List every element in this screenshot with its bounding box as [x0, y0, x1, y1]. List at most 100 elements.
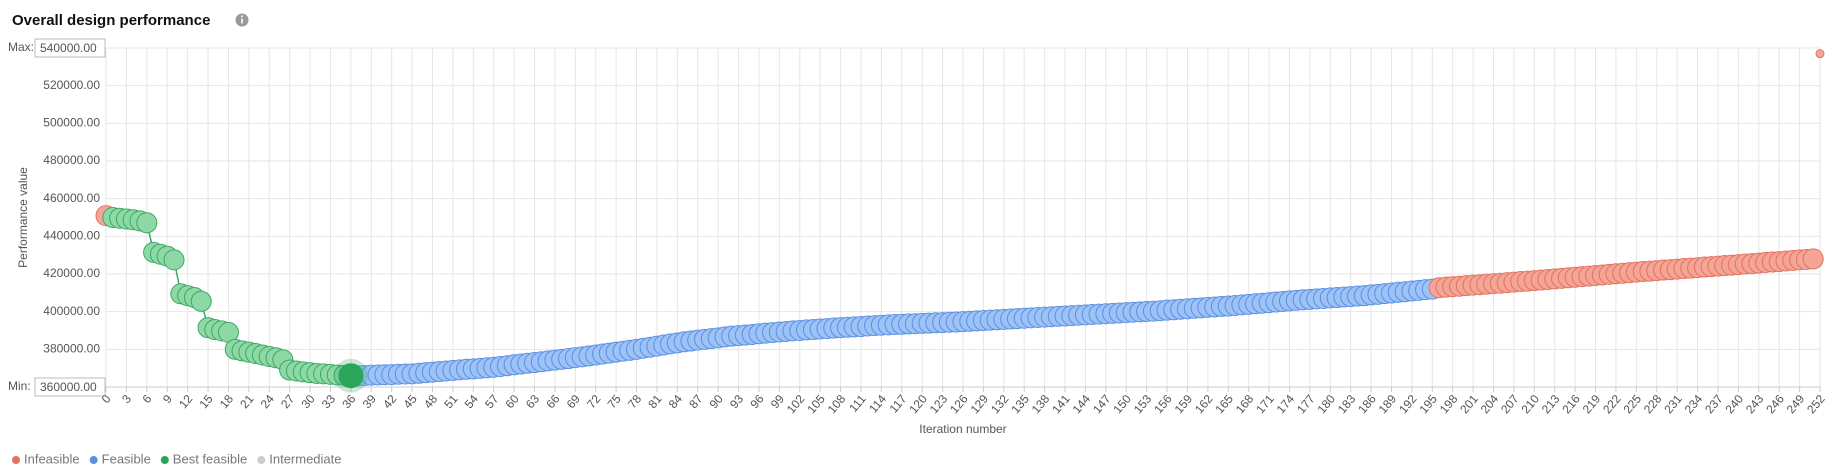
x-tick-label: 174: [1274, 392, 1298, 417]
x-tick-label: 222: [1600, 392, 1624, 417]
x-tick-label: 240: [1723, 392, 1747, 417]
x-tick-label: 66: [543, 392, 563, 411]
y-tick-label: 500000.00: [43, 116, 100, 130]
x-tick-label: 84: [666, 392, 686, 411]
x-tick-label: 75: [605, 392, 625, 411]
x-tick-label: 156: [1151, 392, 1175, 417]
x-tick-label: 93: [727, 392, 747, 411]
x-tick-label: 120: [906, 392, 930, 417]
y-tick-label: 520000.00: [43, 78, 100, 92]
x-tick-label: 201: [1457, 392, 1481, 417]
x-tick-label: 165: [1212, 392, 1236, 417]
x-tick-label: 111: [846, 392, 869, 415]
y-tick-label: 460000.00: [43, 191, 100, 205]
x-tick-label: 9: [160, 392, 175, 406]
x-tick-label: 30: [298, 392, 318, 411]
x-tick-label: 72: [584, 392, 604, 411]
x-tick-label: 198: [1437, 392, 1461, 417]
point: [190, 290, 212, 312]
x-tick-label: 171: [1253, 392, 1277, 417]
x-tick-label: 243: [1743, 392, 1767, 417]
x-tick-label: 60: [503, 392, 523, 411]
x-tick-label: 36: [339, 392, 359, 411]
x-tick-label: 27: [278, 392, 298, 411]
x-tick-label: 231: [1661, 392, 1685, 417]
x-tick-label: 126: [947, 392, 971, 417]
x-tick-label: 228: [1641, 392, 1665, 417]
x-tick-label: 237: [1702, 392, 1726, 417]
range-label: Min:: [8, 379, 31, 393]
y-tick-label: 360000.00: [40, 380, 97, 394]
x-tick-label: 234: [1682, 392, 1706, 417]
y-tick-label: 420000.00: [43, 266, 100, 280]
x-tick-label: 195: [1416, 392, 1440, 417]
x-tick-label: 249: [1784, 392, 1808, 417]
x-tick-label: 162: [1192, 392, 1216, 417]
x-tick-label: 168: [1233, 392, 1257, 417]
point: [338, 363, 364, 389]
legend-marker: [257, 456, 266, 464]
legend-marker: [12, 456, 20, 464]
legend-label: Best feasible: [173, 451, 247, 466]
legend-marker: [89, 456, 98, 464]
x-tick-label: 153: [1131, 392, 1155, 417]
x-tick-label: 57: [482, 392, 502, 411]
x-tick-label: 213: [1539, 392, 1563, 417]
x-tick-label: 177: [1294, 392, 1318, 417]
legend-marker: [160, 456, 169, 464]
x-tick-label: 51: [441, 392, 461, 411]
y-tick-label: 540000.00: [40, 41, 97, 55]
point: [163, 249, 185, 271]
x-tick-label: 129: [968, 392, 992, 417]
y-tick-label: 380000.00: [43, 342, 100, 356]
x-tick-label: 96: [747, 392, 767, 411]
x-tick-label: 204: [1478, 392, 1502, 417]
legend-label: Feasible: [102, 451, 151, 466]
x-tick-label: 12: [176, 392, 196, 411]
x-tick-label: 81: [645, 392, 665, 411]
x-tick-label: 123: [927, 392, 951, 417]
x-tick-label: 183: [1335, 392, 1359, 417]
x-tick-label: 18: [217, 392, 237, 411]
y-tick-label: 480000.00: [43, 153, 100, 167]
x-tick-label: 105: [804, 392, 828, 417]
x-tick-label: 114: [866, 392, 889, 416]
x-tick-label: 33: [319, 392, 339, 411]
x-tick-label: 3: [119, 392, 134, 406]
x-tick-label: 138: [1029, 392, 1053, 417]
x-tick-label: 6: [140, 392, 155, 406]
x-tick-label: 159: [1172, 392, 1196, 417]
x-tick-label: 0: [99, 392, 114, 406]
x-tick-label: 63: [523, 392, 543, 411]
range-input: [34, 38, 106, 58]
legend-label: Intermediate: [269, 451, 341, 466]
x-tick-label: 102: [784, 392, 808, 417]
x-tick-label: 150: [1110, 392, 1134, 417]
x-tick-label: 45: [400, 392, 420, 411]
x-tick-label: 117: [886, 392, 909, 416]
x-tick-label: 186: [1355, 392, 1379, 417]
x-tick-label: 24: [258, 392, 278, 411]
x-tick-label: 54: [462, 392, 482, 411]
x-tick-label: 246: [1763, 392, 1787, 417]
x-tick-label: 48: [421, 392, 441, 411]
series: [347, 278, 1443, 387]
point: [1802, 248, 1824, 270]
info-icon[interactable]: [235, 13, 249, 27]
x-tick-label: 252: [1804, 392, 1828, 417]
x-tick-label: 21: [237, 392, 257, 411]
x-tick-label: 15: [196, 392, 216, 411]
x-tick-label: 189: [1376, 392, 1400, 417]
chart-title: Overall design performance: [12, 12, 210, 29]
y-axis-label: Performance value: [16, 167, 30, 268]
x-tick-label: 39: [360, 392, 380, 411]
x-tick-label: 135: [1008, 392, 1032, 417]
legend-label: Infeasible: [24, 451, 80, 466]
x-axis-label: Iteration number: [919, 422, 1006, 436]
x-tick-label: 225: [1620, 392, 1644, 417]
series: [102, 207, 368, 393]
x-tick-label: 108: [825, 392, 849, 417]
range-label: Max:: [8, 40, 34, 54]
x-tick-label: 219: [1580, 392, 1604, 417]
